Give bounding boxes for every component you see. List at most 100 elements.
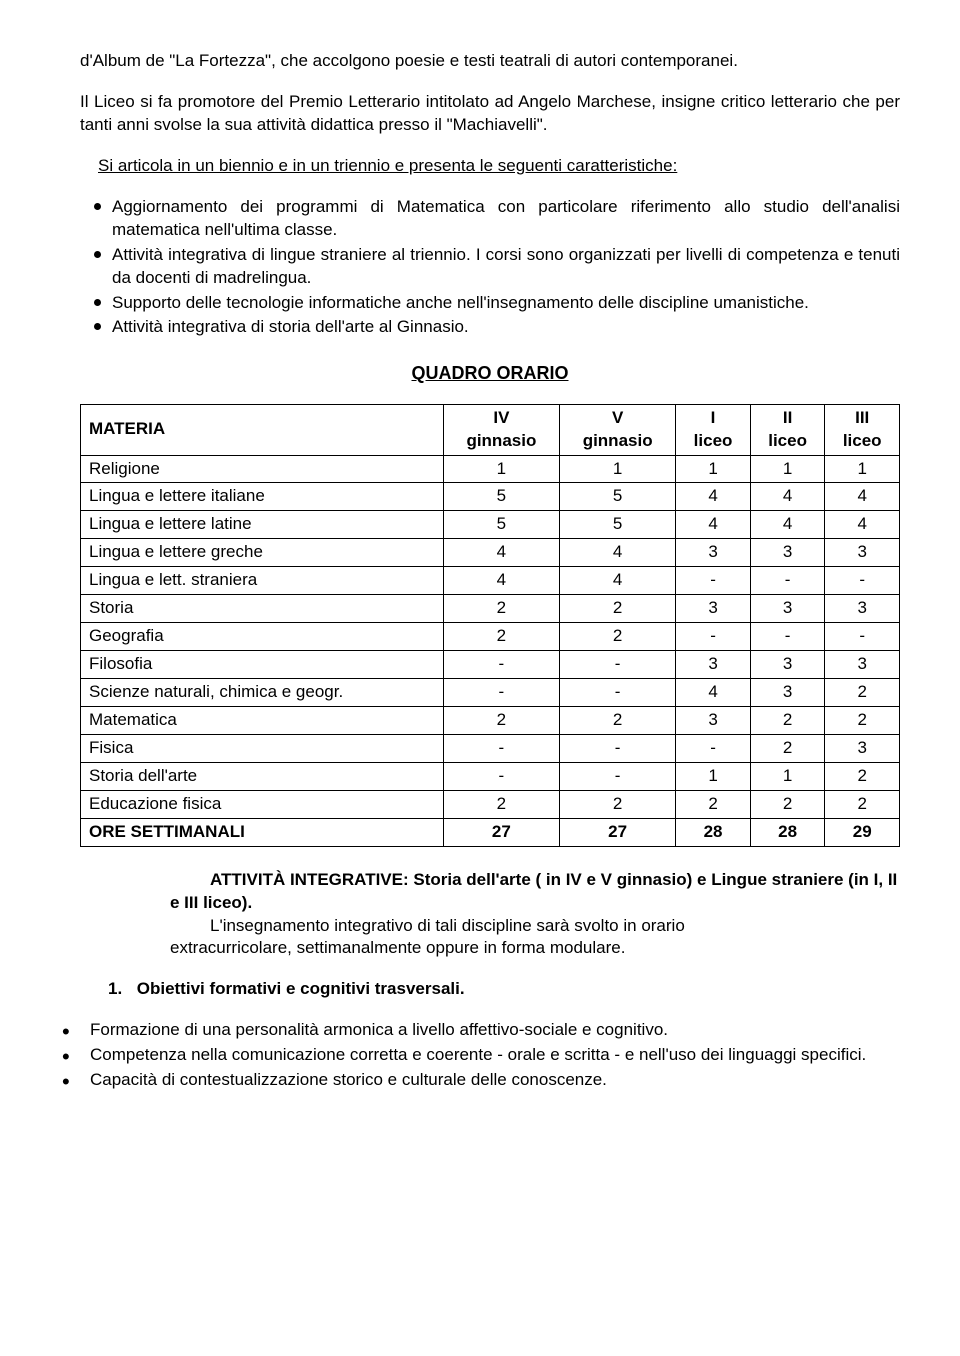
table-cell-value: 2 [560,623,676,651]
table-cell-value: 2 [560,706,676,734]
table-cell-value: 4 [676,679,751,707]
table-header-col: IVginnasio [443,404,559,455]
table-row: Matematica22322 [81,706,900,734]
table-cell-value: 4 [750,511,825,539]
table-row: Lingua e lett. straniera44--- [81,567,900,595]
table-header-col: Iliceo [676,404,751,455]
quadro-orario-table: MATERIAIVginnasioVginnasioIliceoIIliceoI… [80,404,900,847]
integrative-text-1: L'insegnamento integrativo di tali disci… [170,915,900,938]
table-cell-total-value: 28 [750,818,825,846]
table-header-col: IIliceo [750,404,825,455]
table-cell-value: 3 [750,651,825,679]
integrative-text-2: extracurricolare, settimanalmente oppure… [170,937,900,960]
table-cell-value: 4 [443,539,559,567]
quadro-orario-title: QUADRO ORARIO [80,361,900,385]
table-cell-subject: Lingua e lettere italiane [81,483,444,511]
table-header-col: IIIliceo [825,404,900,455]
objectives-list: Formazione di una personalità armonica a… [40,1019,900,1092]
table-cell-value: 2 [750,790,825,818]
table-row: Scienze naturali, chimica e geogr.--432 [81,679,900,707]
table-cell-value: - [825,567,900,595]
table-cell-value: 1 [560,455,676,483]
table-cell-subject: Religione [81,455,444,483]
table-cell-value: 4 [825,483,900,511]
table-cell-total-value: 27 [443,818,559,846]
table-cell-value: - [560,679,676,707]
table-row: Educazione fisica22222 [81,790,900,818]
table-cell-value: - [750,567,825,595]
table-cell-value: - [443,734,559,762]
table-cell-value: 3 [825,651,900,679]
integrative-heading: ATTIVITÀ INTEGRATIVE: Storia dell'arte (… [170,869,900,915]
intro-paragraph-2: Il Liceo si fa promotore del Premio Lett… [80,91,900,137]
table-row: Geografia22--- [81,623,900,651]
table-cell-value: 1 [750,762,825,790]
table-cell-value: 5 [443,483,559,511]
table-cell-value: 1 [825,455,900,483]
table-row: Lingua e lettere latine55444 [81,511,900,539]
table-cell-value: 3 [676,539,751,567]
table-cell-value: - [676,734,751,762]
intro-paragraph-1: d'Album de "La Fortezza", che accolgono … [80,50,900,73]
table-cell-subject: Geografia [81,623,444,651]
table-cell-value: 2 [750,706,825,734]
table-cell-subject: Filosofia [81,651,444,679]
table-cell-value: 2 [443,706,559,734]
table-cell-value: 2 [443,623,559,651]
table-cell-value: 2 [825,679,900,707]
objective-item: Competenza nella comunicazione corretta … [40,1044,900,1067]
table-cell-total-label: ORE SETTIMANALI [81,818,444,846]
table-cell-value: 3 [825,539,900,567]
caratteristiche-heading: Si articola in un biennio e in un trienn… [98,155,900,178]
table-cell-value: 3 [676,595,751,623]
table-cell-value: 3 [676,651,751,679]
table-cell-value: 4 [560,567,676,595]
table-cell-subject: Matematica [81,706,444,734]
feature-item: Attività integrativa di storia dell'arte… [80,316,900,339]
objective-item: Formazione di una personalità armonica a… [40,1019,900,1042]
table-cell-value: 2 [560,790,676,818]
table-cell-value: 3 [750,539,825,567]
table-row: Lingua e lettere greche44333 [81,539,900,567]
table-row: Storia22333 [81,595,900,623]
table-header-col: Vginnasio [560,404,676,455]
features-list: Aggiornamento dei programmi di Matematic… [80,196,900,340]
table-row: Filosofia--333 [81,651,900,679]
objectives-number: 1. [108,978,132,1001]
table-cell-value: 2 [825,762,900,790]
integrative-block: ATTIVITÀ INTEGRATIVE: Storia dell'arte (… [170,869,900,961]
table-cell-value: 2 [443,790,559,818]
table-cell-value: - [560,762,676,790]
table-cell-value: 5 [560,483,676,511]
table-cell-value: 3 [750,595,825,623]
table-cell-value: 3 [676,706,751,734]
feature-item: Attività integrativa di lingue straniere… [80,244,900,290]
table-cell-value: 4 [676,483,751,511]
table-cell-subject: Educazione fisica [81,790,444,818]
objective-item: Capacità di contestualizzazione storico … [40,1069,900,1092]
table-cell-value: 4 [676,511,751,539]
table-cell-total-value: 29 [825,818,900,846]
table-cell-value: 2 [750,734,825,762]
table-cell-subject: Lingua e lett. straniera [81,567,444,595]
table-header-materia: MATERIA [81,404,444,455]
table-cell-value: 4 [560,539,676,567]
table-cell-value: - [443,762,559,790]
table-cell-value: 1 [676,455,751,483]
table-row: Storia dell'arte--112 [81,762,900,790]
table-cell-value: - [676,623,751,651]
table-cell-value: 2 [825,706,900,734]
table-cell-value: 3 [825,595,900,623]
table-cell-subject: Fisica [81,734,444,762]
table-cell-value: 2 [443,595,559,623]
feature-item: Supporto delle tecnologie informatiche a… [80,292,900,315]
table-row-totals: ORE SETTIMANALI2727282829 [81,818,900,846]
table-cell-value: 4 [825,511,900,539]
table-cell-value: 1 [676,762,751,790]
table-cell-value: - [560,651,676,679]
table-cell-value: - [560,734,676,762]
table-cell-value: - [825,623,900,651]
table-cell-value: 4 [750,483,825,511]
table-cell-value: 5 [443,511,559,539]
table-cell-value: 3 [825,734,900,762]
